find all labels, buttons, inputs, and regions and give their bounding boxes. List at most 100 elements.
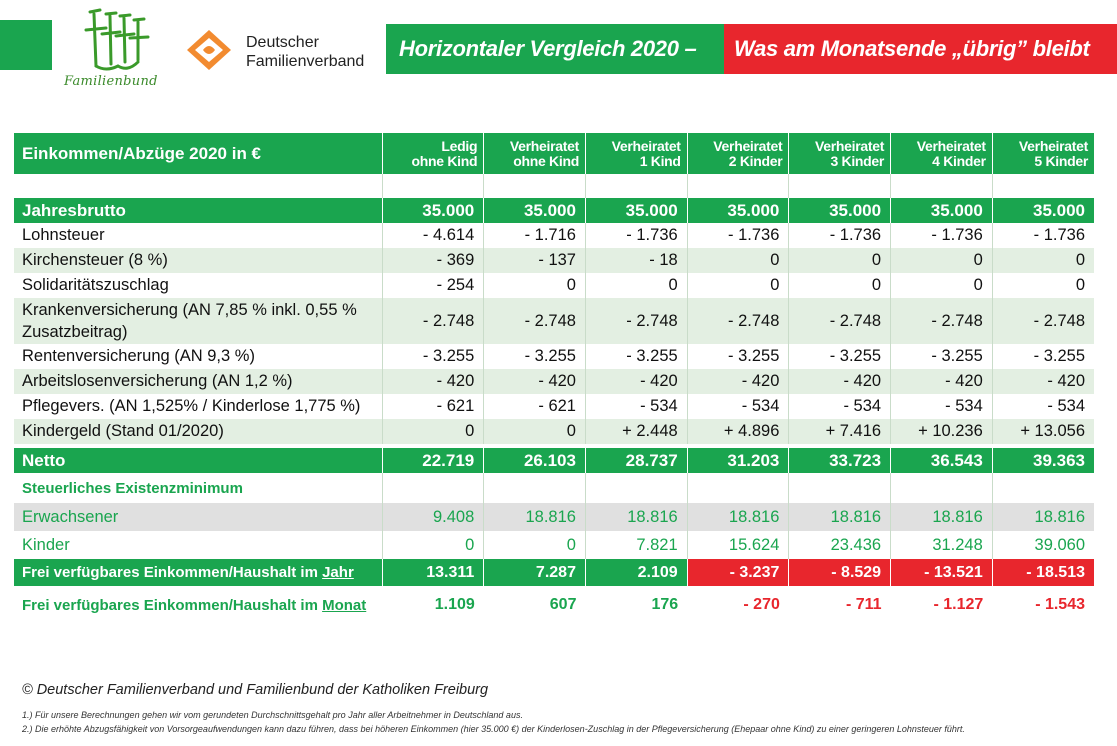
value-cell: 0 — [483, 273, 586, 298]
jahresbrutto-row: Jahresbrutto 35.000 35.000 35.000 35.000 35.0… — [14, 198, 1094, 223]
value-cell: - 1.736 — [991, 223, 1094, 248]
header-label: Einkommen/Abzüge 2020 in € — [14, 133, 383, 174]
kinder-row: Kinder 0 0 7.821 15.624 23.436 31.248 39.060 — [14, 531, 1094, 559]
footnote-2: 2.) Die erhöhte Abzugsfähigkeit von Vors… — [22, 724, 965, 734]
value-cell: - 2.748 — [686, 298, 789, 344]
value-cell: 28.737 — [584, 448, 688, 473]
spacer-cell — [890, 174, 993, 198]
value-cell: - 1.736 — [788, 223, 891, 248]
row-label: Frei verfügbares Einkommen/Haushalt im J… — [14, 559, 383, 586]
value-cell: - 3.255 — [584, 344, 688, 369]
value-cell: 18.816 — [584, 503, 688, 531]
value-cell: 0 — [483, 531, 586, 559]
value-cell: - 2.748 — [788, 298, 891, 344]
value-cell: 18.816 — [788, 503, 891, 531]
frei-jahr-row: Frei verfügbares Einkommen/Haushalt im J… — [14, 559, 1094, 586]
value-cell: 2.109 — [584, 559, 688, 586]
value-cell: 35.000 — [483, 198, 586, 223]
table-row: Rentenversicherung (AN 9,3 %) - 3.255- 3.… — [14, 344, 1094, 369]
table-row: Kindergeld (Stand 01/2020) 0 0 + 2.448 + 4.8… — [14, 419, 1094, 444]
value-cell: - 2.748 — [890, 298, 993, 344]
value-cell: - 1.127 — [933, 596, 984, 613]
value-cell: - 4.614 — [381, 223, 484, 248]
column-header: Verheiratet 4 Kinder — [890, 133, 993, 174]
value-cell: 0 — [991, 273, 1094, 298]
value-cell: - 420 — [483, 369, 586, 394]
value-cell: - 3.255 — [890, 344, 993, 369]
row-label: Solidaritätszuschlag — [22, 276, 169, 294]
empty-cell — [788, 473, 891, 503]
value-cell: - 420 — [890, 369, 993, 394]
value-cell: - 711 — [845, 596, 882, 613]
value-cell: 35.000 — [584, 198, 688, 223]
value-cell: - 8.529 — [788, 559, 891, 586]
value-cell: - 420 — [788, 369, 891, 394]
value-cell: 0 — [483, 419, 586, 444]
row-label: Kindergeld (Stand 01/2020) — [14, 419, 383, 444]
value-cell: - 270 — [743, 596, 780, 613]
row-label: Kinder — [22, 535, 70, 554]
column-header: Verheiratet 3 Kinder — [788, 133, 891, 174]
column-header: Ledig ohne Kind — [381, 133, 484, 174]
table-row: Pflegevers. (AN 1,525% / Kinderlose 1,77… — [14, 394, 1094, 419]
spacer-cell — [686, 174, 789, 198]
table-row: Arbeitslosenversicherung (AN 1,2 %) - 420… — [14, 369, 1094, 394]
dfv-diamond-icon — [187, 30, 231, 70]
value-cell: + 10.236 — [890, 419, 993, 444]
value-cell: 36.543 — [890, 448, 993, 473]
value-cell: 0 — [788, 248, 891, 273]
value-cell: 0 — [686, 248, 789, 273]
value-cell: 18.816 — [483, 503, 586, 531]
value-cell: + 2.448 — [584, 419, 688, 444]
value-cell: 35.000 — [991, 198, 1094, 223]
title-right: Was am Monatsende „übrig” bleibt — [724, 24, 1117, 74]
value-cell: + 4.896 — [686, 419, 789, 444]
row-label: Arbeitslosenversicherung (AN 1,2 %) — [14, 369, 383, 394]
value-cell: 23.436 — [788, 531, 891, 559]
netto-row: Netto 22.719 26.103 28.737 31.203 33.723 36.54… — [14, 448, 1094, 473]
value-cell: 22.719 — [381, 448, 484, 473]
value-cell: - 1.736 — [686, 223, 789, 248]
value-cell: - 2.748 — [381, 298, 484, 344]
row-label: Netto — [14, 448, 383, 473]
green-corner-block — [0, 20, 52, 70]
existenz-heading-row: Steuerliches Existenzminimum — [14, 473, 1094, 503]
dfv-wordmark: Deutscher Familienverband — [246, 34, 365, 70]
value-cell: - 1.736 — [584, 223, 688, 248]
empty-cell — [991, 473, 1094, 503]
spacer-cell — [788, 174, 891, 198]
footnote-1: 1.) Für unsere Berechnungen gehen wir vo… — [22, 710, 523, 720]
value-cell: - 2.748 — [991, 298, 1094, 344]
title-bar: Horizontaler Vergleich 2020 – Was am Mon… — [386, 24, 1117, 74]
row-label: Pflegevers. (AN 1,525% / Kinderlose 1,77… — [22, 397, 361, 415]
value-cell: 26.103 — [483, 448, 586, 473]
value-cell: 33.723 — [788, 448, 891, 473]
value-cell: - 3.255 — [991, 344, 1094, 369]
erwachsener-row: Erwachsener 9.408 18.816 18.816 18.816 18.816… — [14, 503, 1094, 531]
value-cell: - 534 — [686, 394, 789, 419]
column-header: Verheiratet 5 Kinder — [991, 133, 1094, 174]
empty-cell — [686, 473, 789, 503]
spacer-cell — [483, 174, 586, 198]
value-cell: 13.311 — [381, 559, 484, 586]
value-cell: 0 — [890, 248, 993, 273]
value-cell: 0 — [788, 273, 891, 298]
value-cell: - 1.736 — [890, 223, 993, 248]
familienbund-wordmark: Familienbund — [64, 74, 158, 89]
value-cell: - 420 — [686, 369, 789, 394]
value-cell: 0 — [381, 531, 484, 559]
header-row: Einkommen/Abzüge 2020 in € Ledig ohne Kind… — [14, 133, 1094, 174]
value-cell: 35.000 — [788, 198, 891, 223]
value-cell: 0 — [991, 248, 1094, 273]
value-cell: 31.248 — [890, 531, 993, 559]
value-cell: 18.816 — [686, 503, 789, 531]
empty-cell — [890, 473, 993, 503]
value-cell: - 18.513 — [991, 559, 1094, 586]
value-cell: - 13.521 — [890, 559, 993, 586]
row-label: Kirchensteuer (8 %) — [14, 248, 383, 273]
value-cell: 176 — [651, 596, 679, 613]
value-cell: - 534 — [788, 394, 891, 419]
column-header: Verheiratet 1 Kind — [584, 133, 688, 174]
value-cell: 9.408 — [381, 503, 484, 531]
table-row: Kirchensteuer (8 %) - 369- 137- 18 0 0 0 0 — [14, 248, 1094, 273]
